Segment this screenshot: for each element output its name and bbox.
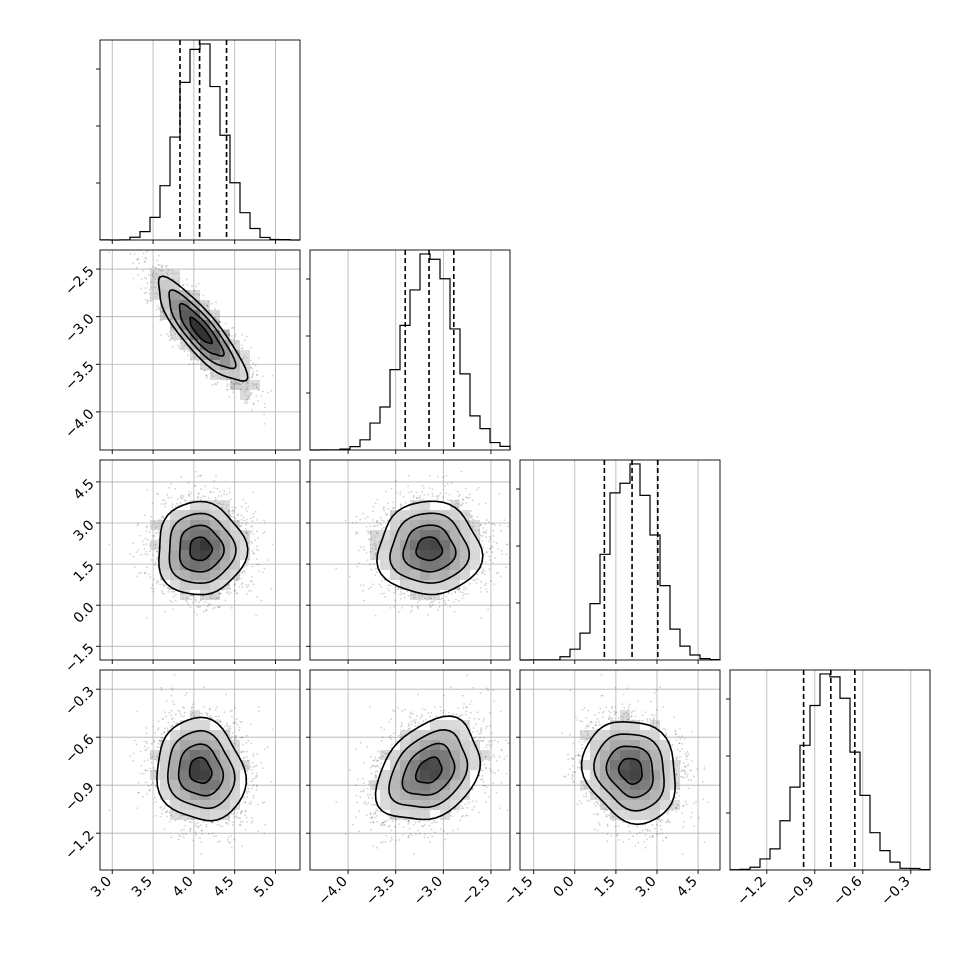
x-tick-label-2-1: 0.0 [551,874,578,901]
x-tick-label-2-4: 4.5 [674,874,701,901]
x-tick-label-2-2: 1.5 [592,874,619,901]
histogram-panel-1 [306,250,510,454]
x-tick-label-1-2: −3.0 [411,874,446,909]
scatter-panel-3-2: −1.5 0.0 1.5 3.0 4.5 [501,670,720,909]
y-tick-label-1-1: −3.5 [62,359,97,394]
scatter-panel-3-1: −4.0 −3.5 −3.0 −2.5 [306,670,511,909]
y-tick-label-3-0: −1.2 [62,828,97,863]
scatter-panel-2-0: −1.5 0.0 1.5 3.0 4.5 [62,460,300,676]
x-tick-label-0-2: 4.0 [170,874,197,901]
y-tick-label-2-4: 4.5 [71,476,98,503]
x-tick-label-0-4: 5.0 [251,874,278,901]
y-tick-label-1-3: −2.5 [62,263,97,298]
y-tick-label-2-1: 0.0 [71,600,98,627]
x-tick-label-3-3: −0.3 [878,874,913,909]
x-tick-label-0-0: 3.0 [88,874,115,901]
histogram-panel-2 [516,460,720,664]
histogram-panel-0 [96,40,300,244]
y-tick-label-2-3: 3.0 [71,517,98,544]
x-tick-label-3-1: −0.9 [782,874,817,909]
x-tick-label-2-0: −1.5 [501,874,536,909]
scatter-panel-3-0: 3.0 3.5 4.0 4.5 5.0 −1.2 −0.9 −0.6 −0.3 [62,670,300,901]
y-tick-label-2-2: 1.5 [71,558,98,585]
scatter-panel-2-1 [306,460,511,664]
scatter-panel-1-0: −4.0 −3.5 −3.0 −2.5 [62,249,300,454]
y-tick-label-1-2: −3.0 [62,311,97,346]
x-tick-label-1-3: −2.5 [458,874,493,909]
x-tick-label-3-2: −0.6 [830,873,865,908]
y-tick-label-1-0: −4.0 [62,406,97,441]
x-tick-label-0-1: 3.5 [129,874,156,901]
x-tick-label-3-0: −1.2 [734,874,769,909]
y-tick-label-2-0: −1.5 [62,641,97,676]
x-tick-label-1-0: −4.0 [316,874,351,909]
y-tick-label-3-2: −0.6 [62,731,97,766]
x-tick-label-0-3: 4.5 [210,874,237,901]
x-tick-label-2-3: 3.0 [633,874,660,901]
x-tick-label-1-1: −3.5 [363,874,398,909]
histogram-1 [310,254,510,450]
y-tick-label-3-1: −0.9 [62,780,97,815]
y-tick-label-3-3: −0.3 [62,684,97,719]
histogram-panel-3: −1.2 −0.9 −0.6 −0.3 [726,670,930,909]
histogram-2 [520,464,720,660]
